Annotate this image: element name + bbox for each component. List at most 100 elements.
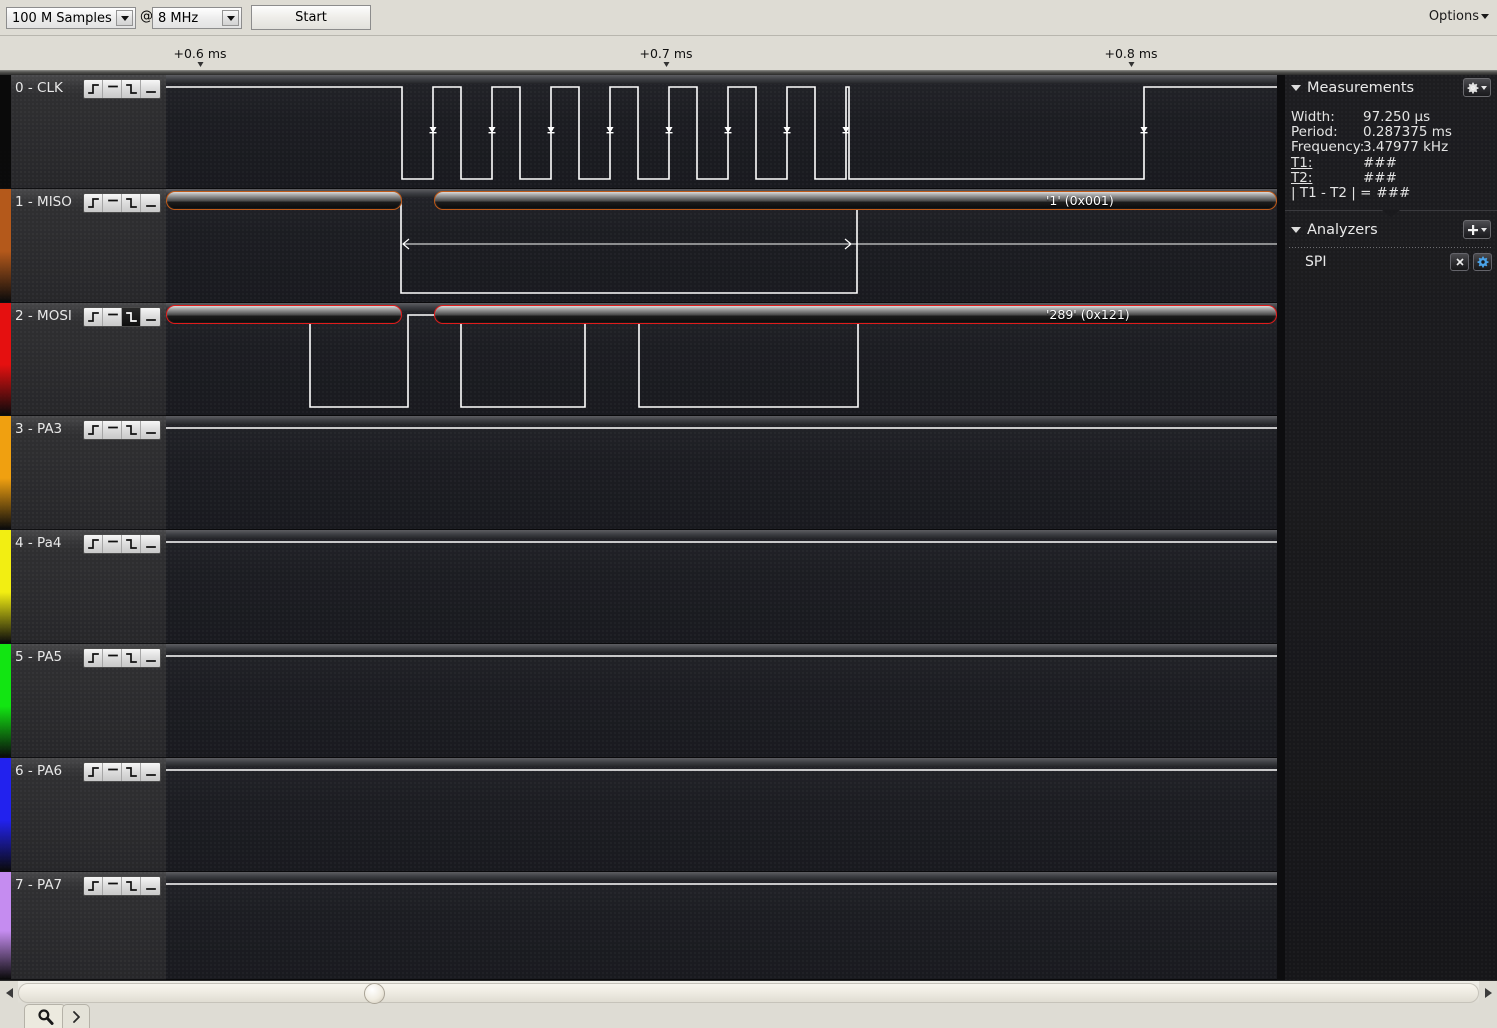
rising-edge-icon: [87, 312, 99, 322]
trigger-falling-edge-button[interactable]: [122, 194, 141, 212]
trigger-falling-edge-button[interactable]: [122, 877, 141, 895]
chevron-down-icon: [1481, 14, 1489, 19]
trigger-high-level-button[interactable]: [103, 80, 122, 98]
channel-name-label: 2 - MOSI: [15, 308, 72, 324]
trigger-high-level-button[interactable]: [103, 308, 122, 326]
trigger-button-group[interactable]: [83, 762, 161, 782]
chevron-down-icon[interactable]: [222, 10, 239, 26]
channel-color-strip: [0, 416, 11, 529]
trigger-rising-edge-button[interactable]: [84, 649, 103, 667]
options-menu[interactable]: Options: [1429, 9, 1489, 24]
scrollbar-track[interactable]: [18, 982, 1479, 1004]
trigger-rising-edge-button[interactable]: [84, 763, 103, 781]
trigger-low-level-button[interactable]: [141, 877, 160, 895]
channel-header-2[interactable]: 2 - MOSI: [0, 303, 166, 416]
trigger-button-group[interactable]: [83, 648, 161, 668]
trigger-low-level-button[interactable]: [141, 535, 160, 553]
sample-rate-select[interactable]: 8 MHz: [152, 7, 242, 29]
close-icon[interactable]: [1450, 253, 1469, 272]
sample-count-select[interactable]: 100 M Samples: [6, 7, 136, 29]
start-button[interactable]: Start: [251, 5, 371, 30]
channel-header-7[interactable]: 7 - PA7: [0, 872, 166, 980]
scroll-left-button[interactable]: [0, 981, 18, 1004]
high-level-icon: [107, 85, 118, 88]
trigger-button-group[interactable]: [83, 79, 161, 99]
trigger-falling-edge-button[interactable]: [122, 80, 141, 98]
analyzer-list-item[interactable]: SPI: [1285, 248, 1497, 275]
analyzer-annotation-bar[interactable]: [166, 305, 402, 324]
trigger-rising-edge-button[interactable]: [84, 421, 103, 439]
trigger-high-level-button[interactable]: [103, 649, 122, 667]
channel-header-1[interactable]: 1 - MISO: [0, 189, 166, 303]
rising-edge-icon: [87, 881, 99, 891]
measurements-header[interactable]: Measurements: [1285, 75, 1497, 101]
trigger-rising-edge-button[interactable]: [84, 194, 103, 212]
trigger-low-level-button[interactable]: [141, 421, 160, 439]
channel-header-4[interactable]: 4 - Pa4: [0, 530, 166, 644]
measurement-label[interactable]: T2:: [1291, 169, 1313, 186]
trigger-low-level-button[interactable]: [141, 649, 160, 667]
trigger-button-group[interactable]: [83, 307, 161, 327]
trigger-rising-edge-button[interactable]: [84, 308, 103, 326]
channel-waveform-2[interactable]: '289' (0x121): [166, 303, 1277, 416]
trigger-rising-edge-button[interactable]: [84, 535, 103, 553]
channel-waveform-4[interactable]: [166, 530, 1277, 644]
trigger-button-group[interactable]: [83, 193, 161, 213]
channel-header-3[interactable]: 3 - PA3: [0, 416, 166, 530]
channel-waveform-7[interactable]: [166, 872, 1277, 980]
channel-waveform-0[interactable]: [166, 75, 1277, 189]
low-level-icon: [146, 774, 156, 776]
analyzer-annotation-bar[interactable]: [434, 305, 1277, 324]
trigger-high-level-button[interactable]: [103, 877, 122, 895]
waveform-right-gutter: [1277, 189, 1285, 303]
chevron-down-icon[interactable]: [116, 10, 133, 26]
channel-waveform-6[interactable]: [166, 758, 1277, 872]
measurements-settings-button[interactable]: [1463, 78, 1491, 97]
high-level-icon: [107, 426, 118, 429]
trigger-low-level-button[interactable]: [141, 308, 160, 326]
trigger-button-group[interactable]: [83, 876, 161, 896]
channel-row: 0 - CLK: [0, 75, 1497, 189]
tab-zoom[interactable]: [24, 1004, 66, 1028]
channel-waveform-3[interactable]: [166, 416, 1277, 530]
scrollbar-thumb[interactable]: [364, 982, 385, 1004]
trigger-falling-edge-button[interactable]: [122, 649, 141, 667]
trigger-button-group[interactable]: [83, 420, 161, 440]
scroll-right-button[interactable]: [1479, 981, 1497, 1004]
gear-icon[interactable]: [1473, 253, 1492, 272]
time-ruler[interactable]: +0.6 ms +0.7 ms +0.8 ms: [0, 36, 1497, 75]
trigger-high-level-button[interactable]: [103, 194, 122, 212]
falling-edge-icon: [125, 312, 137, 322]
trigger-low-level-button[interactable]: [141, 194, 160, 212]
trigger-rising-edge-button[interactable]: [84, 80, 103, 98]
sidebar-divider: [1285, 210, 1497, 217]
channel-waveform-5[interactable]: [166, 644, 1277, 758]
trigger-rising-edge-button[interactable]: [84, 877, 103, 895]
trigger-falling-edge-button[interactable]: [122, 308, 141, 326]
chevron-down-icon[interactable]: [1291, 227, 1301, 234]
waveform-right-gutter: [1277, 303, 1285, 416]
analyzer-annotation-bar[interactable]: [166, 191, 402, 210]
trigger-high-level-button[interactable]: [103, 535, 122, 553]
trigger-low-level-button[interactable]: [141, 80, 160, 98]
trigger-low-level-button[interactable]: [141, 763, 160, 781]
falling-edge-icon: [125, 767, 137, 777]
trigger-falling-edge-button[interactable]: [122, 763, 141, 781]
trigger-high-level-button[interactable]: [103, 421, 122, 439]
channel-header-0[interactable]: 0 - CLK: [0, 75, 166, 189]
add-analyzer-button[interactable]: [1463, 220, 1491, 240]
trigger-button-group[interactable]: [83, 534, 161, 554]
channel-header-6[interactable]: 6 - PA6: [0, 758, 166, 872]
measurement-label[interactable]: T1:: [1291, 154, 1313, 171]
analyzers-header[interactable]: Analyzers: [1285, 217, 1497, 243]
analyzer-annotation-bar[interactable]: [434, 191, 1277, 210]
trigger-falling-edge-button[interactable]: [122, 535, 141, 553]
trigger-falling-edge-button[interactable]: [122, 421, 141, 439]
horizontal-scrollbar[interactable]: [0, 980, 1497, 1004]
trigger-high-level-button[interactable]: [103, 763, 122, 781]
tab-next[interactable]: [62, 1004, 90, 1028]
channel-header-5[interactable]: 5 - PA5: [0, 644, 166, 758]
channel-separator: [166, 416, 1277, 425]
chevron-down-icon[interactable]: [1291, 85, 1301, 91]
channel-waveform-1[interactable]: '1' (0x001): [166, 189, 1277, 303]
